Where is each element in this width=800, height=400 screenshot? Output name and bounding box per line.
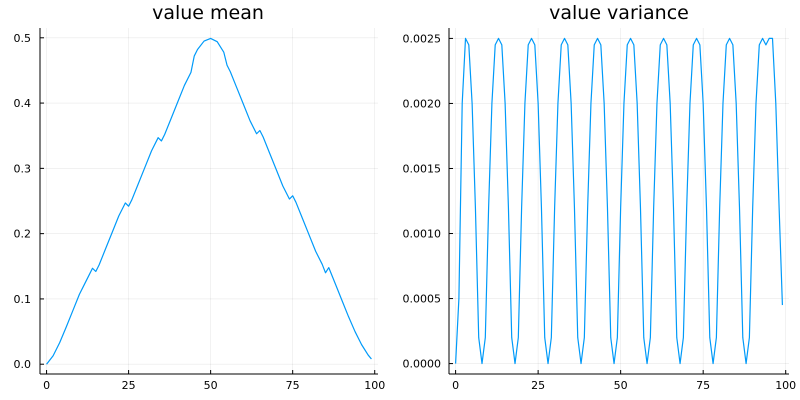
x-tick-label: 25 [122,379,136,392]
y-tick-label: 0.1 [14,293,32,306]
chart-title: value mean [152,2,264,24]
y-tick-label: 0.0 [14,358,32,371]
x-tick-label: 0 [43,379,50,392]
y-tick-label: 0.0015 [403,162,442,175]
x-tick-label: 0 [452,379,459,392]
y-tick-label: 0.0005 [403,293,442,306]
x-tick-label: 75 [696,379,710,392]
x-tick-label: 100 [364,379,385,392]
y-tick-label: 0.0000 [403,358,442,371]
y-tick-label: 0.4 [14,97,32,110]
y-tick-label: 0.0010 [403,228,442,241]
x-tick-label: 25 [531,379,545,392]
chart-title: value variance [549,2,689,24]
x-tick-label: 75 [286,379,300,392]
series-line [455,37,783,365]
y-tick-label: 0.3 [14,162,32,175]
series-line [46,37,372,365]
x-tick-label: 100 [775,379,796,392]
chart-panel-1: 0 25 50 75 100 0.0 0.1 0.2 0.3 0.4 0.5 value mean [14,2,386,392]
y-tick-label: 0.5 [14,32,32,45]
y-tick-label: 0.2 [14,228,32,241]
x-tick-label: 50 [614,379,628,392]
x-tick-label: 50 [204,379,218,392]
y-tick-label: 0.0020 [403,97,442,110]
chart-panel-2: 0 25 50 75 100 0.0000 0.0005 0.0010 0.0015 0.0020… [403,2,797,392]
y-tick-label: 0.0025 [403,32,442,45]
